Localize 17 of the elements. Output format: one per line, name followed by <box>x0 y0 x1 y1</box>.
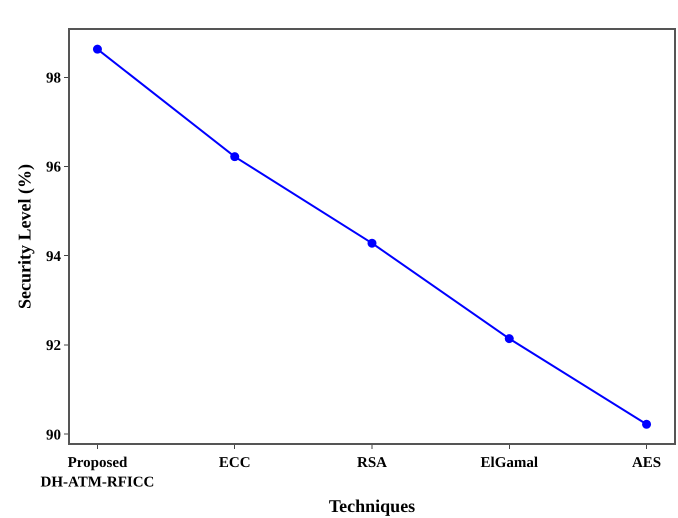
y-tick-label: 90 <box>46 427 61 444</box>
y-tick-label: 98 <box>46 70 61 87</box>
y-tick-label: 96 <box>46 160 62 176</box>
point <box>230 152 240 162</box>
y-axis-title: Security Level (%) <box>14 164 35 309</box>
point <box>92 44 102 54</box>
point <box>504 334 514 344</box>
x-tick-label: ECC <box>218 455 251 471</box>
x-axis-title: Techniques <box>328 496 416 516</box>
point <box>642 420 652 429</box>
x-tick-label: AES <box>632 455 662 471</box>
x-tick-label: RSA <box>356 455 388 471</box>
x-tick-label: ElGamal <box>480 455 538 471</box>
x-tick-label: Proposed DH-ATM-RFICC <box>40 455 154 490</box>
y-tick-label: 94 <box>46 248 62 265</box>
point <box>368 238 376 248</box>
y-tick-label: 92 <box>46 338 61 354</box>
